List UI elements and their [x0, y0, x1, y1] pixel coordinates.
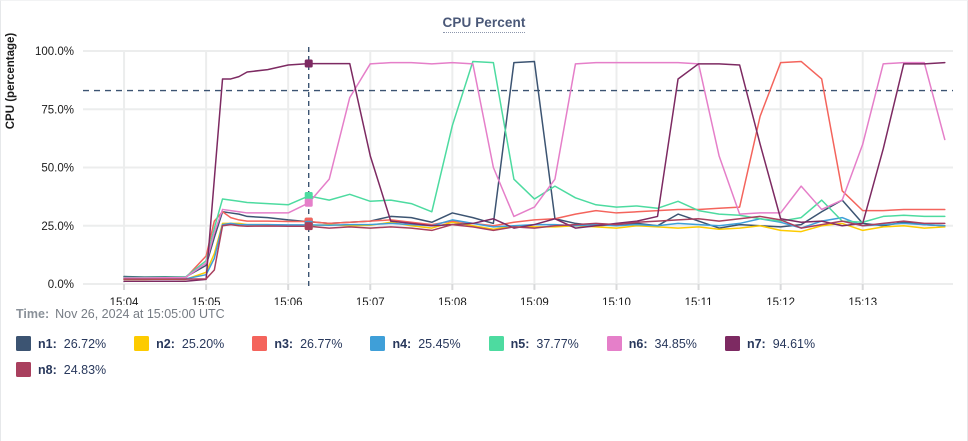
legend-item-n7[interactable]: n7: 94.61%	[724, 336, 816, 351]
legend-series-value: 34.85%	[654, 336, 697, 351]
legend-series-name: n8:	[38, 362, 57, 377]
legend-series-name: n7:	[746, 336, 766, 351]
legend-series-name: n6:	[628, 336, 648, 351]
legend-color-swatch	[370, 336, 386, 351]
legend-series-value: 24.83%	[63, 362, 107, 377]
hover-point-n7[interactable]	[304, 59, 313, 68]
legend-row: n1: 26.72% n2: 25.20% n3: 26.77% n4: 25.45% n5: 3…	[16, 336, 953, 351]
series-line-n6[interactable]	[123, 61, 946, 279]
legend-series-name: n2:	[156, 336, 175, 351]
x-tick-label: 15:10	[602, 297, 631, 305]
legend-series-name: n5:	[510, 336, 530, 351]
legend-series-value: 25.20%	[181, 336, 225, 351]
legend-item-n2[interactable]: n2: 25.20%	[134, 336, 224, 351]
hover-readout: Time: Nov 26, 2024 at 15:05:00 UTC n1: 26.…	[1, 307, 967, 388]
x-tick-label: 15:11	[685, 297, 713, 305]
line-chart-svg[interactable]: 0.0% 25.0% 50.0% 75.0% 100.0% 15:04 15:05 15:06…	[1, 37, 968, 305]
legend-series-name: n1:	[38, 336, 57, 351]
legend-color-swatch	[16, 336, 31, 351]
hover-point-n8[interactable]	[304, 222, 313, 231]
legend-color-swatch	[606, 336, 622, 351]
x-tick-label: 15:06	[274, 297, 303, 305]
chart-title-text: CPU Percent	[442, 15, 526, 33]
legend-series-value: 25.45%	[418, 336, 461, 351]
series-line-n1[interactable]	[123, 60, 946, 278]
x-tick-label: 15:13	[848, 297, 877, 305]
series-line-n7[interactable]	[123, 61, 946, 282]
x-tick-label: 15:08	[438, 297, 467, 305]
legend-item-n4[interactable]: n4: 25.45%	[370, 336, 461, 351]
y-tick-label: 0.0%	[48, 279, 74, 291]
legend-item-n1[interactable]: n1: 26.72%	[16, 336, 106, 351]
legend-color-swatch	[252, 336, 268, 351]
legend-series-value: 26.72%	[63, 336, 107, 351]
y-tick-label: 25.0%	[41, 221, 74, 233]
legend-series-value: 94.61%	[772, 336, 816, 351]
page-title: CPU Percent	[1, 15, 967, 33]
legend-series-name: n4:	[392, 336, 412, 351]
legend-color-swatch	[16, 362, 31, 377]
hover-point-n5[interactable]	[304, 191, 313, 200]
x-tick-label: 15:05	[192, 297, 221, 305]
x-tick-label: 15:09	[520, 297, 549, 305]
x-tick-label: 15:04	[110, 297, 139, 305]
series-line-n8[interactable]	[123, 215, 946, 280]
x-tick-label: 15:07	[356, 297, 385, 305]
legend-row: n8: 24.83%	[16, 362, 953, 377]
legend-color-swatch	[134, 336, 150, 351]
y-tick-label: 50.0%	[41, 163, 74, 175]
series-line-n5[interactable]	[123, 60, 946, 279]
legend-series-value: 37.77%	[536, 336, 579, 351]
y-tick-label: 75.0%	[41, 104, 74, 116]
legend-color-swatch	[488, 336, 504, 351]
legend-item-n6[interactable]: n6: 34.85%	[606, 336, 697, 351]
legend: n1: 26.72% n2: 25.20% n3: 26.77% n4: 25.45% n5: 3…	[16, 336, 953, 377]
y-tick-label: 100.0%	[35, 46, 74, 58]
hover-point-n6[interactable]	[304, 198, 313, 207]
legend-item-n5[interactable]: n5: 37.77%	[488, 336, 579, 351]
legend-series-value: 26.77%	[300, 336, 343, 351]
legend-color-swatch	[724, 336, 740, 351]
time-label: Time:	[16, 307, 50, 321]
plot-area[interactable]: CPU (percentage) 0.0% 25.0% 50.0% 75.0% 100.…	[1, 33, 968, 305]
legend-item-n8[interactable]: n8: 24.83%	[16, 362, 106, 377]
x-tick-label: 15:12	[766, 297, 795, 305]
legend-series-name: n3:	[274, 336, 294, 351]
time-value: Nov 26, 2024 at 15:05:00 UTC	[55, 307, 225, 321]
legend-item-n3[interactable]: n3: 26.77%	[252, 336, 342, 351]
y-axis-title: CPU (percentage)	[5, 32, 17, 130]
time-row: Time: Nov 26, 2024 at 15:05:00 UTC	[16, 307, 953, 321]
